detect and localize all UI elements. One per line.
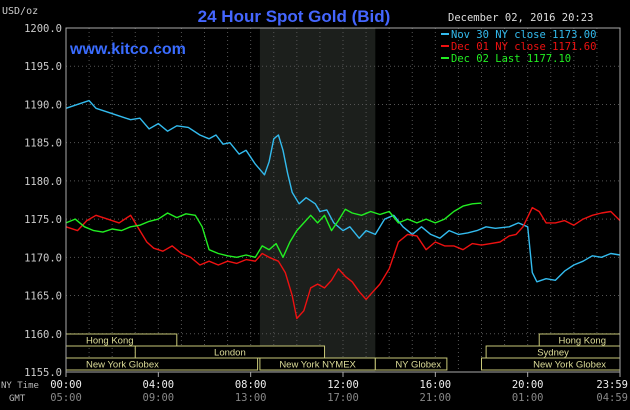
- legend-entry: Dec 01 NY close 1171.60: [451, 41, 596, 53]
- x-tick-label-ny: 20:00: [512, 379, 544, 391]
- y-tick-label: 1165.0: [24, 291, 62, 303]
- x-tick-label-gmt: 09:00: [143, 392, 175, 404]
- y-axis-unit: USD/oz: [2, 6, 38, 17]
- y-tick-label: 1180.0: [24, 176, 62, 188]
- session-bar: [374, 357, 448, 371]
- y-tick-label: 1200.0: [24, 23, 62, 35]
- x-tick-label-gmt: 04:59: [596, 392, 628, 404]
- y-axis: 1200.0 1195.0 1190.0 1185.0 1180.0 1175.0 1170…: [24, 23, 62, 379]
- session-label: New York NYMEX: [279, 360, 356, 371]
- x-tick-label-ny: 00:00: [50, 379, 82, 391]
- x-tick-label-gmt: 17:00: [327, 392, 359, 404]
- y-tick-label: 1190.0: [24, 99, 62, 111]
- x-tick-label-gmt: 13:00: [235, 392, 267, 404]
- watermark: www.kitco.com: [69, 41, 186, 58]
- gmt-row-label: GMT: [9, 394, 26, 404]
- x-tick-label-ny: 12:00: [327, 379, 359, 391]
- nymex-session-shade: [259, 28, 376, 372]
- x-tick-label-ny: 23:59: [596, 379, 628, 391]
- legend-entry: Dec 02 Last 1177.10: [451, 53, 571, 65]
- y-tick-label: 1195.0: [24, 61, 62, 73]
- legend-entry: Nov 30 NY close 1173.00: [451, 29, 596, 41]
- series-line: [65, 99, 621, 283]
- x-tick-label-gmt: 01:00: [512, 392, 544, 404]
- session-label: Sydney: [537, 348, 569, 359]
- ny-time-row-label: NY Time: [1, 381, 39, 391]
- y-tick-label: 1170.0: [24, 252, 62, 264]
- series-line: [65, 206, 621, 320]
- session-label: London: [214, 348, 246, 359]
- x-tick-label-gmt: 21:00: [420, 392, 452, 404]
- x-tick-label-ny: 08:00: [235, 379, 267, 391]
- y-tick-label: 1160.0: [24, 329, 62, 341]
- session-label: New York Globex: [533, 360, 606, 371]
- session-label: Hong Kong: [86, 336, 134, 347]
- y-tick-label: 1185.0: [24, 138, 62, 150]
- x-tick-label-gmt: 05:00: [50, 392, 82, 404]
- series-lines: [65, 99, 621, 320]
- date-label: December 02, 2016 20:23: [448, 12, 593, 24]
- x-tick-label-ny: 16:00: [420, 379, 452, 391]
- series-line: [65, 202, 482, 258]
- y-tick-label: 1175.0: [24, 214, 62, 226]
- y-tick-label: 1155.0: [24, 367, 62, 379]
- session-label: New York Globex: [86, 360, 159, 371]
- x-tick-label-ny: 04:00: [143, 379, 175, 391]
- session-label: NY Globex: [395, 360, 441, 371]
- session-label: Hong Kong: [558, 336, 606, 347]
- chart-title: 24 Hour Spot Gold (Bid): [198, 7, 391, 26]
